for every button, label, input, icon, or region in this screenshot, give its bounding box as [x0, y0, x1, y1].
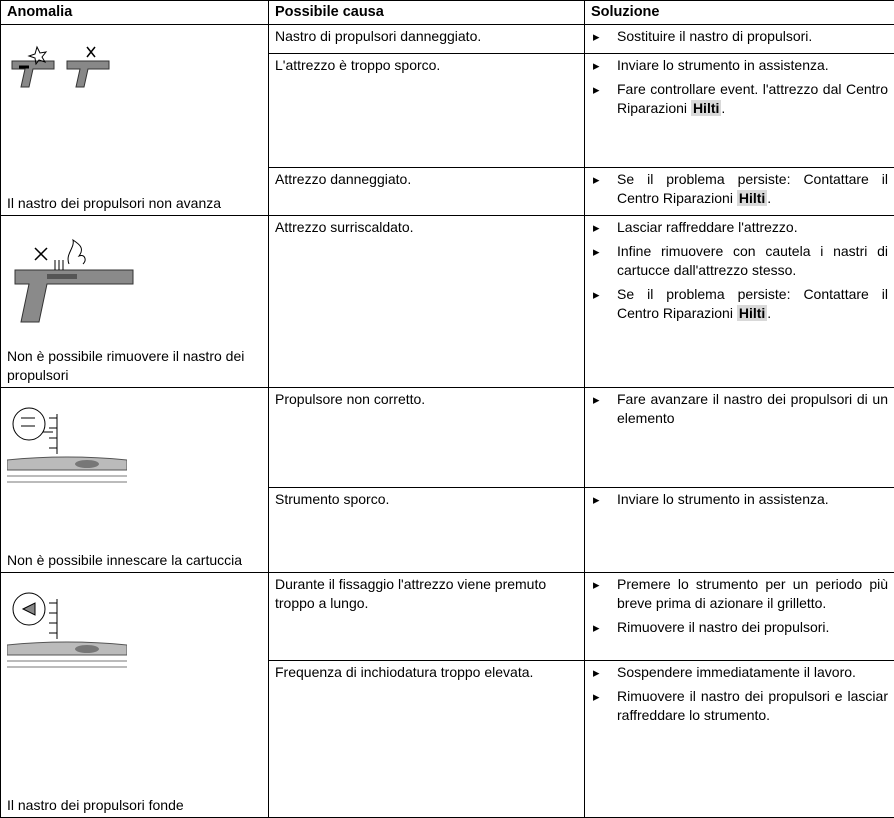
- header-cell: Possibile causa: [269, 1, 585, 25]
- anomaly-box: Il nastro dei propulsori non avanza: [7, 27, 262, 213]
- solution-item: Infine rimuovere con cautela i nastri di…: [591, 242, 888, 280]
- solution-cell: Sostituire il nastro di propulsori.: [585, 25, 894, 54]
- cause-cell: Attrezzo danneggiato.: [269, 168, 585, 216]
- solution-list: Fare avanzare il nastro dei propulsori d…: [591, 390, 888, 428]
- solution-list: Inviare lo strumento in assistenza.: [591, 490, 888, 509]
- anomaly-label: Non è possibile rimuovere il nastro dei …: [7, 347, 262, 385]
- cause-cell: Nastro di propulsori danneggiato.: [269, 25, 585, 54]
- solution-list: Premere lo strumento per un periodo più …: [591, 575, 888, 637]
- solution-cell: Premere lo strumento per un periodo più …: [585, 573, 894, 661]
- cause-cell: L'attrezzo è troppo sporco.: [269, 54, 585, 168]
- cause-cell: Strumento sporco.: [269, 488, 585, 573]
- solution-item: Fare controllare event. l'attrezzo dal C…: [591, 80, 888, 118]
- solution-list: Inviare lo strumento in assistenza. Fare …: [591, 56, 888, 118]
- icon: [7, 234, 147, 324]
- cause-cell: Attrezzo surriscaldato.: [269, 216, 585, 388]
- cause-cell: Frequenza di inchiodatura troppo elevata…: [269, 661, 585, 818]
- solution-item: Inviare lo strumento in assistenza.: [591, 490, 888, 509]
- header-cell: Soluzione: [585, 1, 894, 25]
- solution-end: .: [767, 190, 771, 206]
- brand-name: Hilti: [737, 190, 767, 206]
- solution-text: Fare controllare event. l'attrezzo dal C…: [617, 81, 888, 116]
- solution-item: Lasciar raffreddare l'attrezzo.: [591, 218, 888, 237]
- anomaly-cell: Non è possibile innescare la cartuccia: [1, 388, 269, 573]
- solution-cell: Sospendere immediatamente il lavoro. Rimu…: [585, 661, 894, 818]
- table-row: Non è possibile rimuovere il nastro dei …: [1, 216, 894, 388]
- anomaly-cell: Il nastro dei propulsori fonde: [1, 573, 269, 818]
- anomaly-cell: Il nastro dei propulsori non avanza: [1, 25, 269, 216]
- solution-item: Inviare lo strumento in assistenza.: [591, 56, 888, 75]
- header-cell: Anomalia: [1, 1, 269, 25]
- icon: [7, 43, 127, 93]
- solution-item: Sospendere immediatamente il lavoro.: [591, 663, 888, 682]
- solution-cell: Lasciar raffreddare l'attrezzo. Infine ri…: [585, 216, 894, 388]
- anomaly-label: Non è possibile innescare la cartuccia: [7, 551, 262, 570]
- anomaly-label: Il nastro dei propulsori non avanza: [7, 194, 262, 213]
- solution-item: Se il problema persiste: Contattare il C…: [591, 285, 888, 323]
- solution-item: Premere lo strumento per un periodo più …: [591, 575, 888, 613]
- solution-cell: Inviare lo strumento in assistenza. Fare …: [585, 54, 894, 168]
- anomaly-label: Il nastro dei propulsori fonde: [7, 796, 262, 815]
- solution-list: Sostituire il nastro di propulsori.: [591, 27, 888, 46]
- solution-end: .: [721, 100, 725, 116]
- solution-item: Se il problema persiste: Contattare il C…: [591, 170, 888, 208]
- solution-end: .: [767, 305, 771, 321]
- brand-name: Hilti: [737, 305, 767, 321]
- table-body: Il nastro dei propulsori non avanza Nastr…: [1, 25, 894, 818]
- solution-cell: Se il problema persiste: Contattare il C…: [585, 168, 894, 216]
- icon: [7, 591, 127, 671]
- solution-item: Rimuovere il nastro dei propulsori e las…: [591, 687, 888, 725]
- anomaly-cell: Non è possibile rimuovere il nastro dei …: [1, 216, 269, 388]
- solution-item: Rimuovere il nastro dei propulsori.: [591, 618, 888, 637]
- solution-item: Sostituire il nastro di propulsori.: [591, 27, 888, 46]
- cause-cell: Durante il fissaggio l'attrezzo viene pr…: [269, 573, 585, 661]
- solution-cell: Fare avanzare il nastro dei propulsori d…: [585, 388, 894, 488]
- header-row: Anomalia Possibile causa Soluzione: [1, 1, 894, 25]
- icon: [7, 406, 127, 486]
- solution-item: Fare avanzare il nastro dei propulsori d…: [591, 390, 888, 428]
- solution-list: Sospendere immediatamente il lavoro. Rimu…: [591, 663, 888, 725]
- anomaly-box: Non è possibile innescare la cartuccia: [7, 390, 262, 570]
- solution-cell: Inviare lo strumento in assistenza.: [585, 488, 894, 573]
- anomaly-box: Non è possibile rimuovere il nastro dei …: [7, 218, 262, 385]
- solution-list: Se il problema persiste: Contattare il C…: [591, 170, 888, 208]
- solution-list: Lasciar raffreddare l'attrezzo. Infine ri…: [591, 218, 888, 323]
- brand-name: Hilti: [691, 100, 721, 116]
- anomaly-box: Il nastro dei propulsori fonde: [7, 575, 262, 815]
- cause-cell: Propulsore non corretto.: [269, 388, 585, 488]
